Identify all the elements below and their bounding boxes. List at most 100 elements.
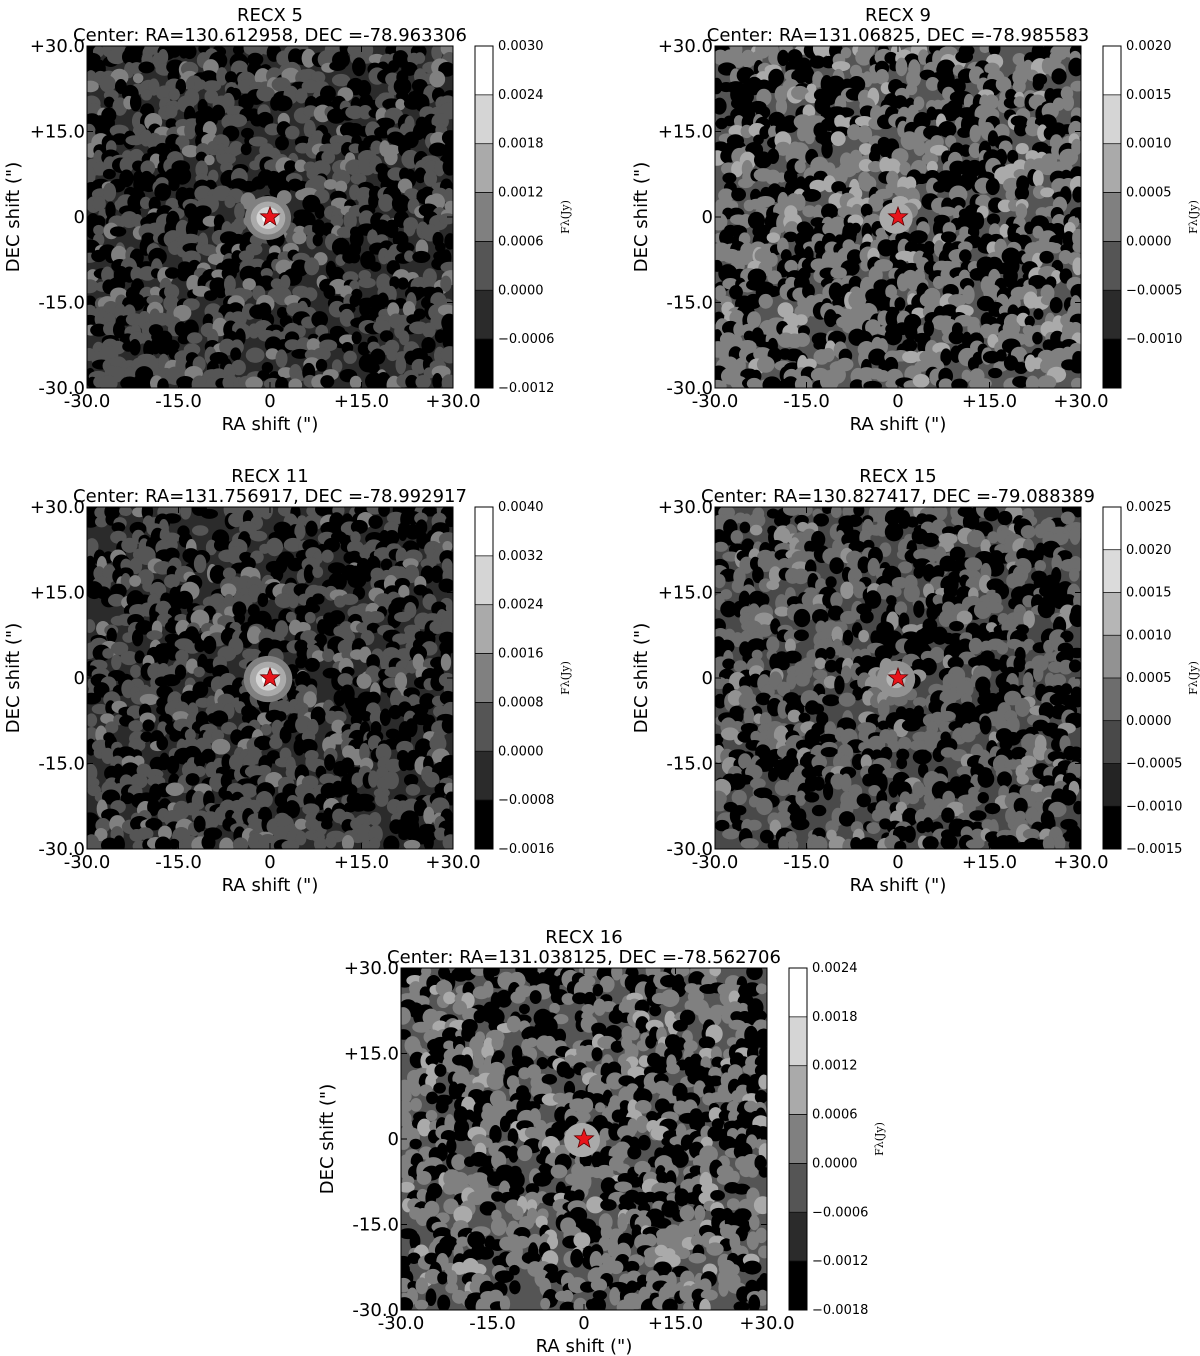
x-tick-label: 0 [264, 391, 275, 412]
colorbar-band [475, 192, 493, 242]
colorbar-tick-label: 0.0006 [812, 1108, 858, 1123]
x-tick-label: +15.0 [962, 391, 1017, 412]
colorbar-band [475, 800, 493, 850]
panel-2: -30.0-30.0 -15.0 -15.0 0 0 +15.0 +15.0 +30.0 +30… [631, 5, 1200, 435]
y-tick-label: -30.0 [666, 839, 713, 860]
y-axis-label: DEC shift (") [631, 162, 652, 272]
y-tick-label: +15.0 [658, 122, 713, 143]
x-tick-label: 0 [892, 852, 903, 873]
colorbar-band [475, 702, 493, 752]
colorbar-band [1103, 339, 1121, 389]
colorbar-tick-label: 0.0032 [498, 549, 544, 564]
panel-1: -30.0-30.0 -15.0 -15.0 0 0 +15.0 +15.0 +30.0 +30… [3, 5, 572, 435]
x-tick-label: -15.0 [469, 1313, 516, 1334]
x-tick-label: +15.0 [962, 852, 1017, 873]
colorbar-tick-label: −0.0006 [812, 1205, 868, 1220]
y-tick-label: -30.0 [38, 839, 85, 860]
star-marker [573, 1127, 595, 1149]
colorbar-band [475, 751, 493, 801]
colorbar-tick-label: −0.0012 [812, 1254, 868, 1269]
x-axis-label: RA shift (") [536, 1336, 633, 1356]
colorbar-tick-label: −0.0005 [1126, 757, 1182, 772]
x-tick-label: -15.0 [155, 852, 202, 873]
y-tick-label: +30.0 [344, 958, 399, 979]
colorbar-band [789, 1163, 807, 1213]
y-tick-label: +15.0 [344, 1044, 399, 1065]
colorbar-band [789, 1114, 807, 1164]
colorbar-band [475, 555, 493, 606]
x-tick-label: +15.0 [648, 1313, 703, 1334]
y-tick-label: 0 [702, 668, 713, 689]
panel-subtitle: Center: RA=131.038125, DEC =-78.562706 [387, 947, 781, 968]
colorbar-tick-label: 0.0000 [812, 1156, 858, 1171]
panel-title: RECX 15 [859, 466, 936, 487]
colorbar-tick-label: 0.0016 [498, 647, 544, 662]
colorbar-tick-label: −0.0015 [1126, 842, 1182, 857]
colorbar-band [789, 1065, 807, 1116]
colorbar-tick-label: −0.0012 [498, 381, 554, 396]
colorbar-tick-label: 0.0018 [812, 1010, 858, 1025]
colorbar-band [1103, 46, 1121, 96]
y-tick-label: -15.0 [38, 754, 85, 775]
colorbar-band [1103, 290, 1121, 340]
colorbar-band [1103, 241, 1121, 291]
x-tick-label: -15.0 [783, 852, 830, 873]
y-tick-label: +15.0 [658, 583, 713, 604]
x-tick-label: -15.0 [155, 391, 202, 412]
flux-map [401, 968, 767, 1310]
x-tick-label: -30.0 [692, 391, 739, 412]
colorbar-band [789, 1212, 807, 1262]
y-tick-label: -30.0 [666, 378, 713, 399]
x-tick-label: 0 [892, 391, 903, 412]
colorbar-band [475, 241, 493, 291]
colorbar-label: Fλ(Jy) [1187, 661, 1200, 695]
y-axis-label: DEC shift (") [3, 162, 24, 272]
colorbar-band [475, 94, 493, 145]
colorbar-tick-label: −0.0006 [498, 332, 554, 347]
colorbar-tick-label: 0.0008 [498, 695, 544, 710]
colorbar-tick-label: 0.0018 [498, 137, 544, 152]
panel-3: -30.0-30.0 -15.0 -15.0 0 0 +15.0 +15.0 +30.0 +30… [3, 466, 572, 896]
colorbar-tick-label: 0.0030 [498, 39, 544, 54]
colorbar-band [475, 143, 493, 194]
colorbar-tick-label: 0.0010 [1126, 628, 1172, 643]
colorbar-band [1103, 635, 1121, 679]
colorbar-tick-label: 0.0024 [498, 88, 544, 103]
star-marker [259, 666, 281, 688]
y-tick-label: -30.0 [38, 378, 85, 399]
colorbar-band [475, 604, 493, 655]
y-tick-label: +15.0 [30, 583, 85, 604]
colorbar-band [1103, 94, 1121, 145]
x-axis-label: RA shift (") [850, 875, 947, 896]
x-axis-label: RA shift (") [222, 414, 319, 435]
colorbar-band [1103, 720, 1121, 764]
colorbar-tick-label: 0.0000 [498, 744, 544, 759]
colorbar-tick-label: 0.0006 [498, 234, 544, 249]
x-axis-label: RA shift (") [222, 875, 319, 896]
x-axis-label: RA shift (") [850, 414, 947, 435]
x-tick-label: -30.0 [692, 852, 739, 873]
colorbar-tick-label: 0.0020 [1126, 39, 1172, 54]
colorbar-tick-label: 0.0000 [1126, 234, 1172, 249]
colorbar-tick-label: −0.0016 [498, 842, 554, 857]
colorbar-tick-label: 0.0024 [812, 961, 858, 976]
flux-map [715, 507, 1081, 849]
colorbar-band [1103, 143, 1121, 194]
colorbar-tick-label: 0.0005 [1126, 671, 1172, 686]
colorbar-band [1103, 763, 1121, 807]
x-tick-label: +30.0 [739, 1313, 794, 1334]
colorbar-band [1103, 507, 1121, 551]
panel-title: RECX 11 [231, 466, 308, 487]
colorbar: −0.0018 −0.0012 −0.0006 0.0000 0.0006 0.0012 0… [788, 961, 886, 1318]
colorbar-label: Fλ(Jy) [559, 200, 572, 234]
colorbar-band [475, 653, 493, 703]
y-tick-label: +15.0 [30, 122, 85, 143]
y-axis-label: DEC shift (") [631, 623, 652, 733]
y-tick-label: -15.0 [666, 754, 713, 775]
colorbar-tick-label: 0.0005 [1126, 186, 1172, 201]
y-axis-label: DEC shift (") [317, 1084, 338, 1194]
colorbar-band [1103, 806, 1121, 850]
x-tick-label: +15.0 [334, 852, 389, 873]
y-tick-label: -15.0 [352, 1215, 399, 1236]
